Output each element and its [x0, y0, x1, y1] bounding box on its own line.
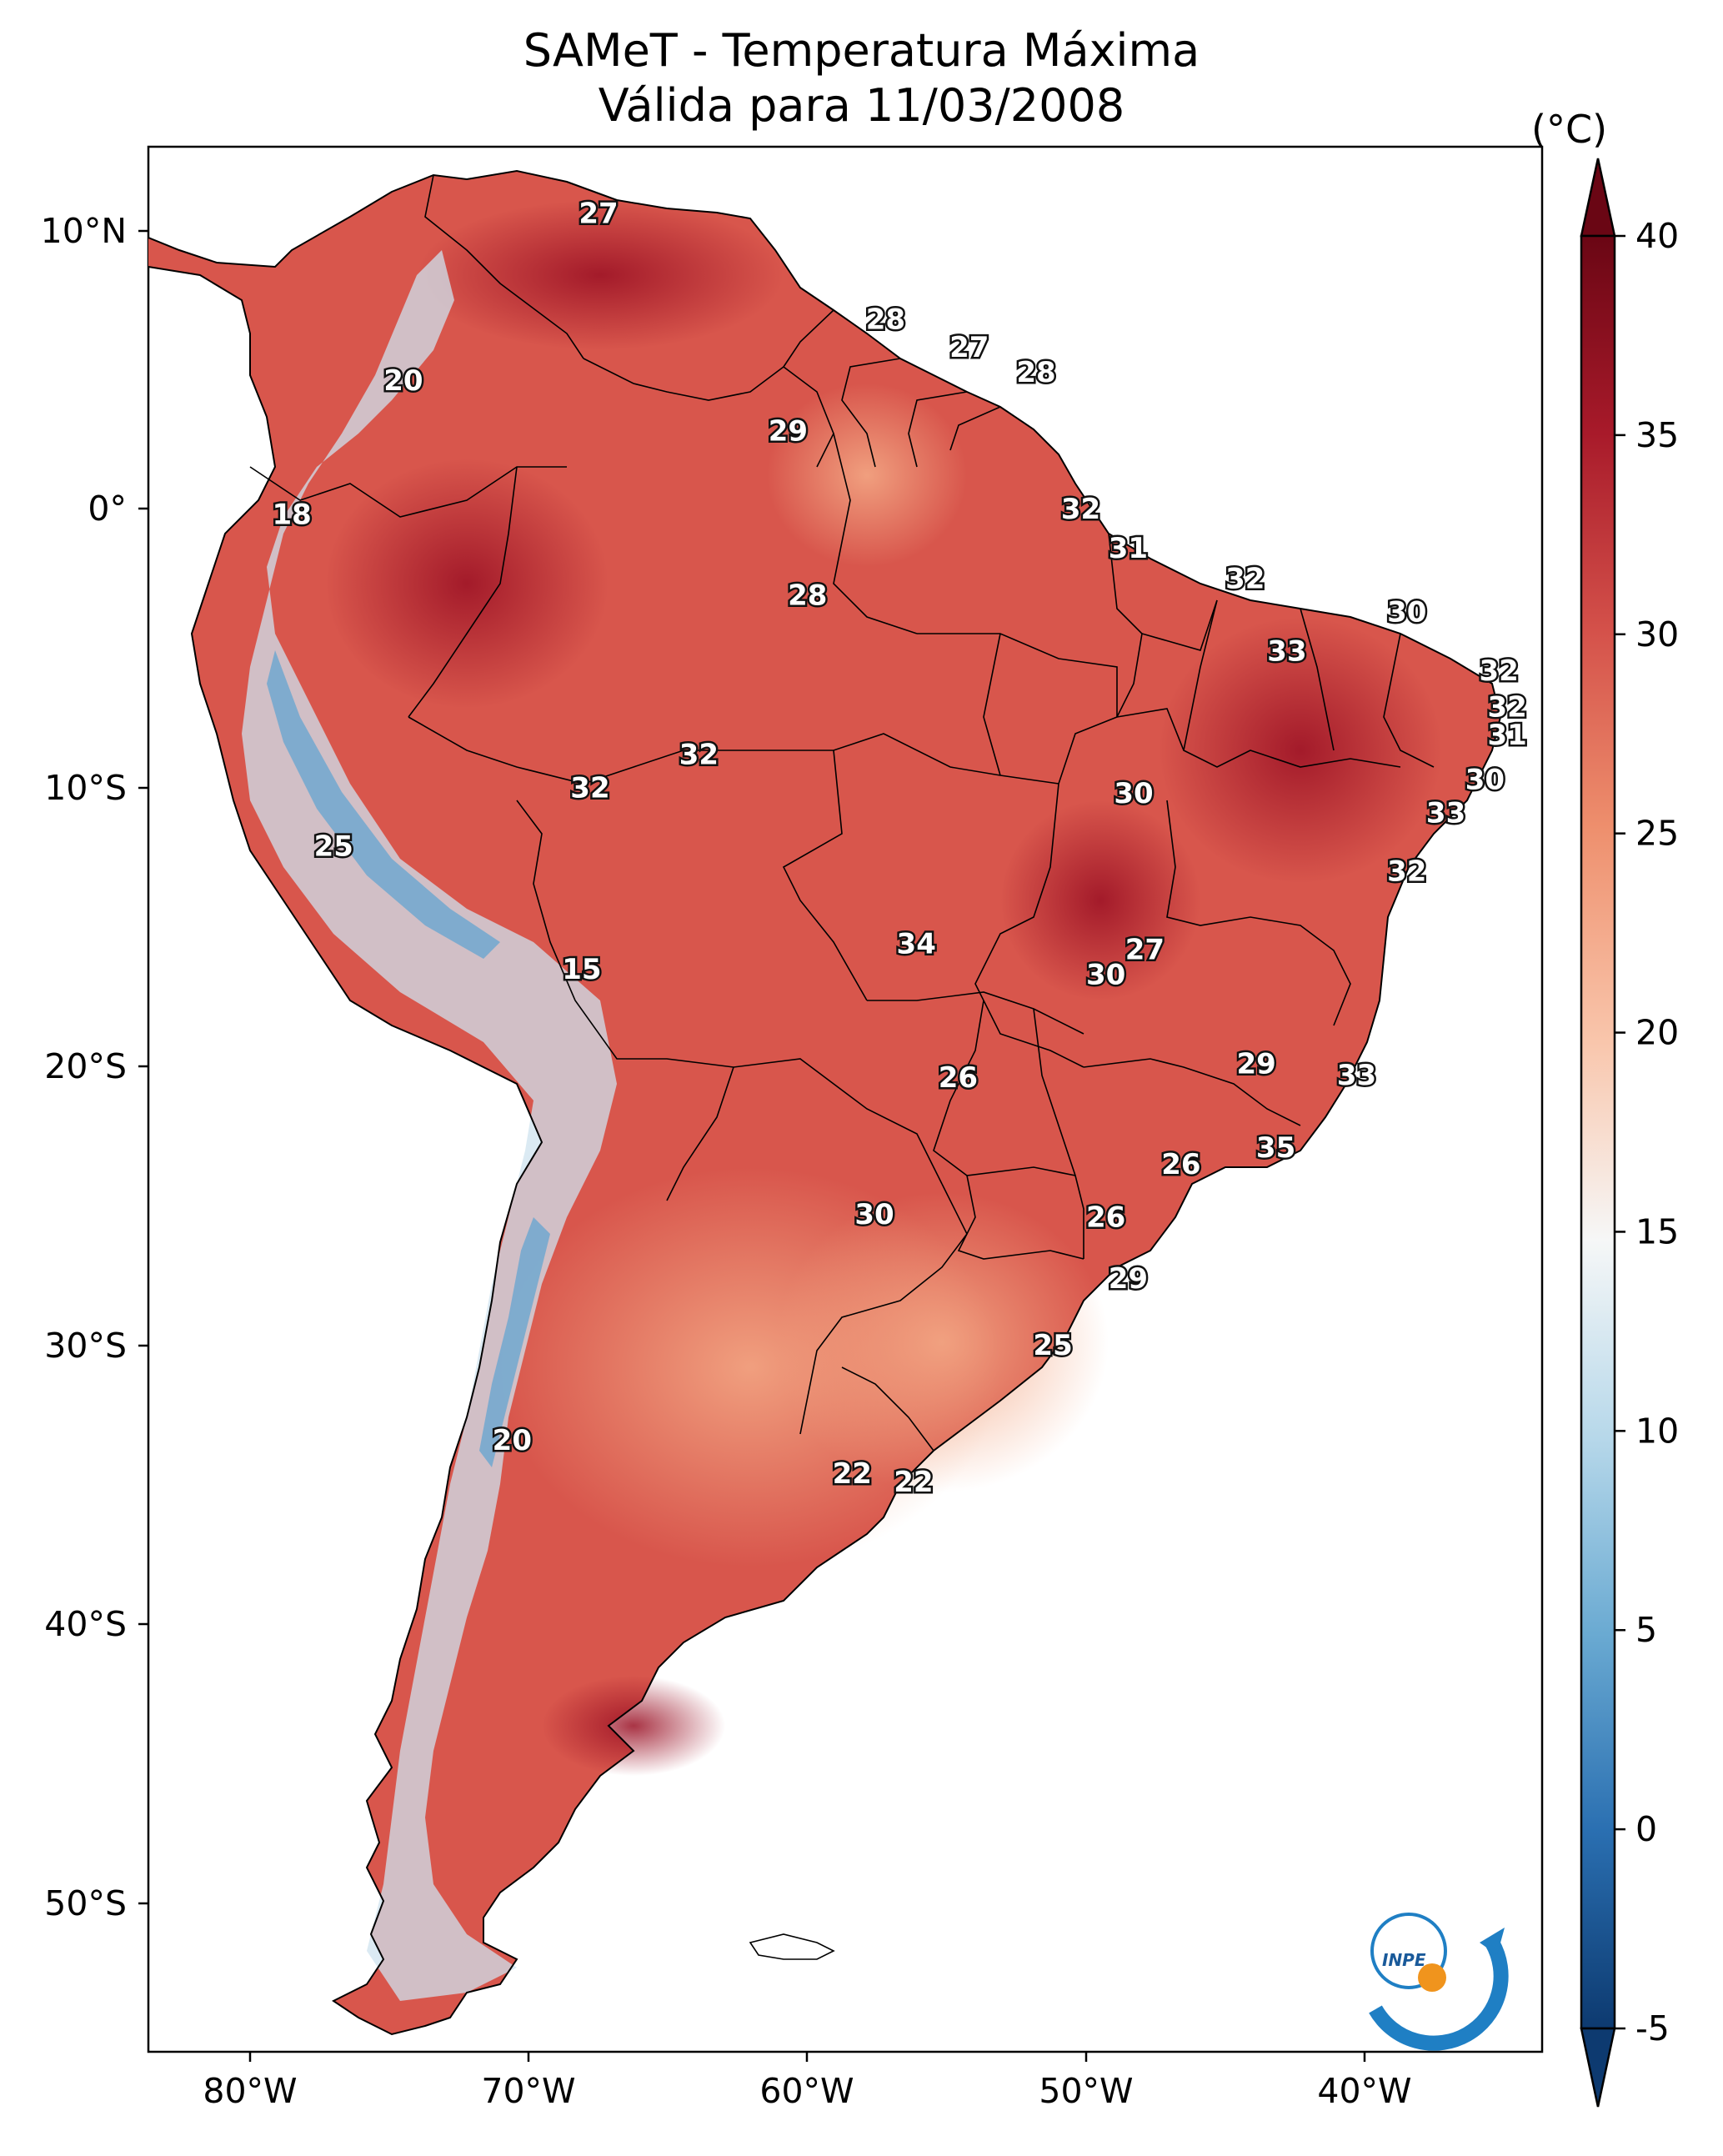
- station-value-label: 31: [1487, 719, 1526, 752]
- andes-cold-zone: [242, 250, 617, 2001]
- colorbar-tick-label: 5: [1635, 1610, 1657, 1650]
- hot-zone-central-brazil: [1000, 800, 1200, 1000]
- station-value-label: 30: [854, 1198, 894, 1231]
- hot-zone-amazon-west: [325, 459, 609, 709]
- lat-label-0: 0°: [88, 489, 127, 529]
- lon-label-80w: 80°W: [203, 2071, 297, 2111]
- hot-zone-venezuela: [417, 200, 784, 350]
- lat-label-10s: 10°S: [44, 768, 127, 808]
- map-title: SAMeT - Temperatura Máxima Válida para 1…: [0, 23, 1723, 133]
- colorbar-tick-label: 15: [1635, 1211, 1679, 1251]
- station-value-label: 30: [1387, 596, 1426, 629]
- station-value-label: 22: [833, 1457, 872, 1491]
- falkland-islands: [749, 1933, 835, 1960]
- station-value-label: 32: [1061, 493, 1100, 526]
- colorbar-unit-label: (°C): [1531, 107, 1608, 152]
- station-value-label: 15: [562, 953, 601, 986]
- colorbar-tick-label: 40: [1635, 216, 1679, 256]
- station-value-label: 20: [493, 1424, 532, 1457]
- map-title-line1: SAMeT - Temperatura Máxima: [523, 24, 1200, 77]
- station-value-label: 29: [1109, 1262, 1148, 1296]
- colorbar: -5 0 5 10 15 20 25 30 35 40: [1580, 158, 1679, 2108]
- colorbar-extend-min: [1580, 2027, 1616, 2108]
- inpe-logo-arc: [1369, 1938, 1509, 2051]
- colorbar-tick-label: 0: [1635, 1809, 1657, 1849]
- lon-label-60w: 60°W: [759, 2071, 854, 2111]
- colorbar-gradient: [1580, 234, 1616, 2030]
- station-value-label: 26: [1161, 1148, 1200, 1181]
- station-value-label: 22: [894, 1466, 933, 1499]
- lat-label-10n: 10°N: [41, 211, 127, 251]
- station-value-label: 28: [788, 579, 827, 613]
- axis-ticks: [138, 229, 1366, 2062]
- colorbar-tick-label: 20: [1635, 1013, 1679, 1053]
- lat-label-20s: 20°S: [44, 1046, 127, 1086]
- station-value-label: 25: [1033, 1329, 1072, 1362]
- station-value-label: 32: [1487, 690, 1526, 724]
- inpe-logo-text: INPE: [1382, 1950, 1426, 1970]
- station-value-label: 25: [314, 830, 353, 864]
- station-value-label: 26: [1086, 1201, 1125, 1234]
- station-value-label: 35: [1256, 1131, 1295, 1165]
- station-value-label: 27: [579, 198, 618, 231]
- warm-zone-uruguay: [775, 1192, 1109, 1492]
- lon-labels: 80°W 70°W 60°W 50°W 40°W: [203, 2071, 1411, 2111]
- station-value-label: 27: [949, 331, 989, 364]
- station-value-label: 33: [1426, 796, 1465, 830]
- colorbar-tick-label: 30: [1635, 614, 1679, 654]
- temperature-field: [148, 169, 1502, 2036]
- station-value-label: 34: [897, 928, 936, 961]
- station-value-label: 20: [383, 364, 423, 398]
- inpe-logo: INPE: [1369, 1913, 1509, 2051]
- station-value-label: 30: [1465, 763, 1505, 796]
- andes-deep-cold-zone: [267, 650, 550, 1467]
- station-value-label: 33: [1267, 635, 1306, 669]
- station-value-label: 32: [570, 771, 609, 805]
- station-value-label: 30: [1114, 777, 1153, 810]
- station-value-label: 33: [1337, 1059, 1376, 1092]
- lat-label-30s: 30°S: [44, 1326, 127, 1366]
- coastline: [148, 169, 1502, 2036]
- station-value-label: 28: [866, 303, 905, 337]
- station-value-label: 29: [769, 414, 808, 448]
- lon-label-70w: 70°W: [481, 2071, 575, 2111]
- warm-zone-guiana: [767, 384, 967, 567]
- station-value-label: 18: [272, 499, 311, 532]
- colorbar-tick-label: 25: [1635, 814, 1679, 854]
- inpe-logo-arrow-icon: [1480, 1928, 1505, 1955]
- lat-label-40s: 40°S: [44, 1604, 127, 1644]
- hot-zone-northeast: [1159, 617, 1442, 884]
- colorbar-tick-label: 10: [1635, 1411, 1679, 1451]
- station-value-label: 32: [1479, 654, 1518, 688]
- hot-zone-patagonia: [542, 1676, 725, 1776]
- lon-label-40w: 40°W: [1317, 2071, 1411, 2111]
- station-value-label: 32: [679, 738, 719, 771]
- map-title-line2: Válida para 11/03/2008: [598, 79, 1125, 132]
- colorbar-extend-max: [1580, 158, 1616, 238]
- colorbar-tick-label: 35: [1635, 415, 1679, 455]
- inpe-logo-sun: [1418, 1963, 1446, 1992]
- station-value-label: 28: [1016, 356, 1055, 389]
- political-borders: [249, 174, 1435, 1452]
- station-value-label: 26: [939, 1061, 978, 1095]
- station-value-label: 30: [1086, 958, 1125, 991]
- station-value-label: 32: [1387, 855, 1426, 889]
- station-value-label: 27: [1125, 933, 1165, 966]
- station-value-label: 32: [1225, 563, 1265, 596]
- lat-label-50s: 50°S: [44, 1883, 127, 1923]
- lat-labels: 10°N 0° 10°S 20°S 30°S 40°S 50°S: [41, 211, 127, 1923]
- colorbar-tick-label: -5: [1635, 2008, 1670, 2048]
- station-value-label: 29: [1237, 1047, 1276, 1081]
- inpe-logo-orbit: [1370, 1913, 1447, 1989]
- lon-label-50w: 50°W: [1039, 2071, 1133, 2111]
- station-value-label: 31: [1109, 532, 1148, 565]
